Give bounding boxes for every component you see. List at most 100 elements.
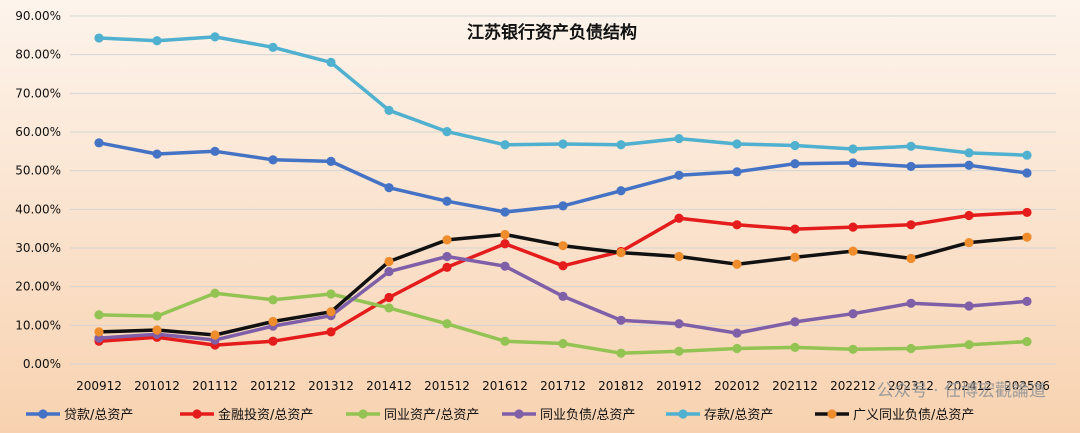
data-point: [152, 311, 162, 321]
data-point: [94, 327, 104, 337]
data-point: [384, 183, 394, 193]
y-tick-label: 70.00%: [15, 86, 61, 100]
data-point: [152, 325, 162, 335]
legend-item: 存款/总资产: [666, 408, 773, 423]
data-point: [790, 159, 800, 169]
data-point: [210, 32, 220, 42]
data-point: [790, 140, 800, 151]
data-point: [500, 261, 510, 271]
data-point: [790, 342, 800, 352]
legend-item: 金融投资/总资产: [180, 407, 313, 423]
legend-item: 同业资产/总资产: [346, 408, 479, 423]
y-tick-label: 50.00%: [15, 164, 61, 178]
x-tick-label: 200912: [76, 379, 122, 393]
y-tick-label: 20.00%: [15, 280, 61, 294]
data-point: [268, 295, 278, 305]
x-tick-label: 202012: [714, 379, 760, 393]
data-point: [616, 315, 626, 325]
data-point: [384, 256, 394, 267]
data-point: [906, 141, 916, 151]
data-point: [1022, 232, 1032, 242]
legend-item: 同业负债/总资产: [502, 408, 635, 423]
data-point: [906, 220, 916, 230]
data-point: [616, 140, 626, 150]
data-point: [674, 346, 684, 356]
data-point: [442, 127, 452, 137]
data-point: [152, 36, 162, 46]
x-tick-label: 202212: [830, 379, 876, 393]
x-tick-label: 202112: [772, 379, 818, 393]
legend-marker: [192, 409, 202, 419]
data-point: [384, 105, 394, 115]
y-tick-label: 80.00%: [15, 48, 61, 62]
y-tick-label: 10.00%: [15, 318, 61, 332]
data-point: [848, 309, 858, 319]
legend: 贷款/总资产 金融投资/总资产 同业资产/总资产 同业负债/总资产 存款/总资产 广义同业…: [26, 407, 974, 423]
data-point: [1022, 168, 1032, 178]
data-point: [616, 248, 626, 258]
legend-marker: [514, 409, 524, 419]
data-point: [732, 167, 742, 177]
data-point: [500, 229, 510, 240]
data-point: [558, 338, 568, 349]
x-tick-label: 201812: [598, 379, 644, 393]
data-point: [558, 201, 568, 211]
x-axis: 200912 201012 201112 201212 201312 201412 2015…: [76, 379, 1050, 393]
chart-title: 江苏银行资产负债结构: [467, 22, 637, 43]
data-point: [500, 207, 510, 217]
data-point: [442, 235, 452, 245]
x-tick-label: 201612: [482, 379, 528, 393]
legend-marker: [358, 409, 368, 419]
data-point: [384, 266, 394, 277]
data-point: [210, 288, 220, 298]
x-tick-label: 201012: [134, 379, 180, 393]
data-point: [732, 220, 742, 230]
data-point: [848, 222, 858, 232]
data-point: [1022, 207, 1032, 218]
x-tick-label: 201112: [192, 379, 238, 393]
data-point: [616, 348, 626, 358]
data-point: [1022, 296, 1032, 306]
series-6: [94, 229, 1032, 340]
data-point: [94, 310, 104, 320]
data-point: [326, 307, 336, 317]
x-tick-label: 202506: [1004, 379, 1050, 393]
data-point: [384, 292, 394, 303]
data-point: [616, 186, 626, 196]
data-point: [500, 239, 510, 249]
legend-item: 贷款/总资产: [26, 408, 133, 423]
data-point: [906, 343, 916, 354]
x-tick-label: 201512: [424, 379, 470, 393]
data-point: [152, 149, 162, 159]
legend-label: 同业资产/总资产: [384, 408, 479, 423]
legend-label: 金融投资/总资产: [218, 407, 313, 423]
data-point: [326, 327, 336, 337]
data-point: [442, 319, 452, 329]
legend-item: 广义同业负债/总资产: [815, 408, 974, 423]
x-tick-label: 202312: [888, 379, 934, 393]
data-point: [848, 144, 858, 154]
data-point: [674, 133, 684, 144]
watermark-text: 公众号 · 任博宏觀論道: [877, 381, 1046, 401]
data-point: [964, 237, 974, 248]
data-point: [442, 262, 452, 272]
data-point: [442, 251, 452, 262]
data-point: [268, 42, 278, 52]
data-point: [210, 146, 220, 156]
data-point: [268, 336, 278, 346]
data-point: [384, 303, 394, 313]
data-point: [906, 161, 916, 172]
data-point: [732, 259, 742, 269]
data-point: [732, 328, 742, 338]
data-point: [500, 336, 510, 346]
legend-label: 同业负债/总资产: [540, 408, 635, 423]
data-point: [268, 155, 278, 165]
data-point: [732, 139, 742, 149]
data-point: [326, 156, 336, 166]
legend-marker: [827, 409, 837, 419]
x-tick-label: 201212: [250, 379, 296, 393]
data-point: [790, 252, 800, 262]
